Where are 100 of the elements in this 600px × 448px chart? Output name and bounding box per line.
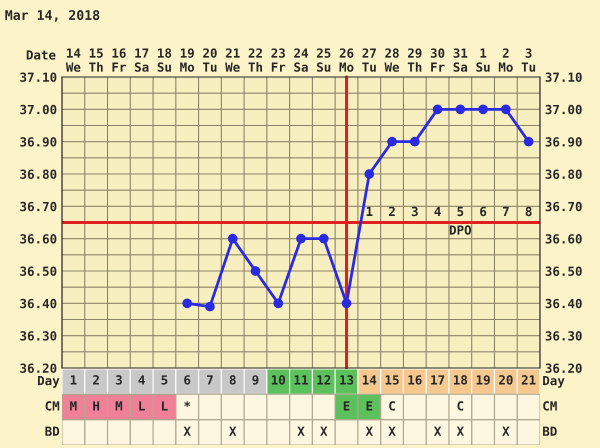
point: [387, 136, 397, 147]
x-tick-label: 15 Th: [89, 48, 103, 72]
x-tick-label: 30 Fr: [430, 48, 445, 72]
y2-tick-label: 36.30: [546, 331, 582, 341]
annotation: 1: [366, 206, 372, 216]
y-tick-label: 37.10: [20, 72, 56, 82]
y2-tick-label: CM: [543, 401, 557, 411]
y2-tick-label: 36.20: [546, 363, 582, 373]
text: M: [116, 401, 122, 410]
x-tick-label: 5: [162, 375, 168, 385]
x-tick-label: 22 Th: [248, 48, 262, 72]
x-axis-title: Day: [38, 376, 60, 388]
x-tick-label: 10: [272, 375, 286, 385]
y-tick-label: 36.40: [20, 298, 56, 308]
x-tick-label: 8: [230, 375, 236, 385]
x-tick-label: 21 We: [225, 48, 240, 72]
text: X: [388, 426, 396, 436]
x-tick-label: 9: [252, 375, 258, 385]
x-tick-label: 31 Sa: [454, 48, 468, 72]
point: [478, 104, 488, 114]
text: X: [229, 426, 236, 436]
text: C: [389, 401, 395, 411]
y-tick-label: 36.20: [20, 363, 56, 373]
y-tick-label: 36.80: [20, 169, 56, 179]
point: [410, 136, 420, 147]
x-tick-label: 19: [476, 375, 490, 385]
text: X: [366, 426, 373, 436]
y-tick-label: BD: [45, 426, 60, 436]
x-tick-label: 16 Fr: [112, 48, 126, 72]
x-tick-label: 18: [454, 375, 468, 385]
point: [250, 266, 260, 276]
x-axis-title: Date: [26, 50, 56, 60]
x-tick-label: 27 Tu: [362, 48, 376, 72]
y2-tick-label: 37.10: [546, 72, 582, 82]
x-tick-label: 2 Mo: [498, 48, 513, 72]
x-tick-label: 23 Fr: [271, 48, 286, 72]
y2-tick-label: 36.50: [546, 266, 582, 276]
point: [432, 104, 442, 114]
y-tick-label: 36.50: [20, 266, 56, 276]
annotation: 5: [457, 206, 464, 216]
x-tick-label: 20: [499, 375, 513, 385]
x-tick-label: 3 Tu: [522, 48, 536, 72]
x-tick-label: 1: [70, 375, 77, 384]
x-tick-label: 17 Sa: [134, 48, 148, 72]
x-tick-label: 26 Mo: [340, 48, 354, 72]
text: M: [70, 401, 77, 410]
annotation: 3: [412, 206, 418, 216]
y-tick-label: CM: [46, 401, 60, 411]
point: [455, 104, 466, 114]
point: [524, 136, 534, 147]
x-tick-label: 24 Sa: [294, 48, 308, 72]
text: X: [434, 426, 442, 436]
x-tick-label: 1 Su: [476, 48, 490, 72]
annotation: 7: [502, 206, 509, 216]
chart-title: Mar 14, 2018: [5, 10, 100, 22]
y-tick-label: 36.70: [20, 202, 56, 212]
x-tick-label: 21: [522, 375, 536, 384]
text: Day: [543, 376, 565, 388]
x-tick-label: 2: [93, 375, 99, 384]
x-tick-label: 17: [431, 375, 444, 384]
text: X: [456, 426, 464, 436]
x-tick-label: 12: [317, 375, 330, 384]
y2-tick-label: 36.90: [546, 137, 582, 147]
y-tick-label: 36.90: [20, 137, 56, 147]
x-tick-label: 14 We: [66, 48, 80, 72]
x-tick-label: 20 Tu: [202, 48, 217, 72]
x-tick-label: 28 We: [384, 48, 400, 72]
x-tick-label: 19 Mo: [180, 48, 194, 72]
point: [273, 298, 284, 308]
text: X: [502, 426, 510, 436]
x-tick-label: 14: [362, 375, 376, 384]
y-tick-label: 36.30: [20, 331, 56, 341]
point: [182, 298, 192, 308]
text: E: [366, 401, 372, 410]
x-tick-label: 7: [207, 375, 213, 384]
point: [205, 302, 215, 312]
y2-tick-label: 36.80: [546, 169, 582, 179]
y2-tick-label: 37.00: [546, 104, 582, 114]
x-tick-label: 3: [116, 375, 122, 385]
point: [342, 298, 352, 308]
text: C: [458, 401, 464, 411]
annotation: 8: [526, 206, 532, 216]
text: L: [162, 401, 168, 410]
point: [296, 234, 306, 244]
y2-tick-label: 36.70: [546, 202, 582, 212]
x-tick-label: 4: [138, 375, 145, 384]
annotation: 6: [480, 206, 486, 216]
text: H: [93, 401, 100, 410]
y-tick-label: 37.00: [20, 104, 56, 114]
x-tick-label: 11: [294, 375, 308, 384]
y2-tick-label: 36.60: [546, 234, 582, 244]
x-tick-label: 15: [386, 375, 399, 385]
text: X: [184, 426, 191, 436]
text: X: [297, 426, 305, 436]
y-tick-label: 36.60: [20, 234, 56, 244]
x-tick-label: 16: [408, 375, 422, 385]
annotation: 2: [388, 206, 395, 216]
point: [318, 234, 329, 244]
y2-tick-label: 36.40: [546, 298, 582, 308]
x-tick-label: 18 Su: [158, 48, 172, 72]
